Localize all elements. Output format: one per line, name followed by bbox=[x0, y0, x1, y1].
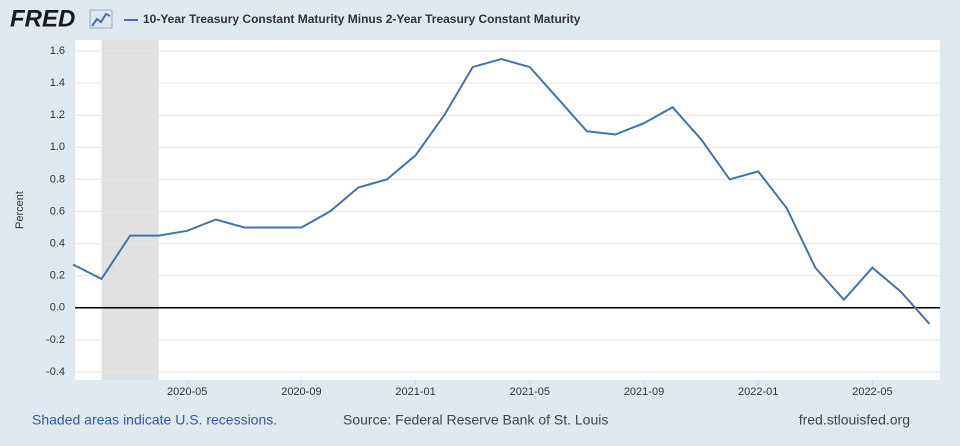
footer-site[interactable]: fred.stlouisfed.org bbox=[799, 412, 910, 428]
y-tick-label: -0.2 bbox=[46, 334, 65, 346]
x-tick-label: 2020-09 bbox=[281, 386, 321, 398]
logo-icon bbox=[89, 9, 113, 29]
series-line bbox=[72, 57, 931, 325]
x-tick-label: 2021-09 bbox=[624, 386, 664, 398]
plot-area bbox=[75, 40, 940, 380]
y-tick-label: 0.8 bbox=[50, 173, 65, 185]
y-axis-label: Percent bbox=[14, 191, 26, 229]
x-tick-label: 2021-05 bbox=[510, 386, 550, 398]
y-tick-label: 1.4 bbox=[50, 77, 65, 89]
y-tick-label: 1.2 bbox=[50, 109, 65, 121]
x-tick-label: 2022-05 bbox=[852, 386, 892, 398]
y-tick-label: 0.2 bbox=[50, 270, 65, 282]
recession-shade bbox=[101, 40, 159, 380]
y-tick-label: 0.0 bbox=[50, 302, 65, 314]
y-tick-label: 0.6 bbox=[50, 205, 65, 217]
x-tick-label: 2021-01 bbox=[395, 386, 435, 398]
y-tick-label: 1.0 bbox=[50, 141, 65, 153]
footer-source: Source: Federal Reserve Bank of St. Loui… bbox=[343, 412, 608, 428]
y-tick-label: -0.4 bbox=[46, 366, 65, 378]
x-tick-label: 2020-05 bbox=[167, 386, 207, 398]
logo: FRED bbox=[10, 5, 75, 32]
legend-label: 10-Year Treasury Constant Maturity Minus… bbox=[143, 12, 581, 26]
x-tick-label: 2022-01 bbox=[738, 386, 778, 398]
y-tick-label: 0.4 bbox=[50, 238, 65, 250]
y-tick-label: 1.6 bbox=[50, 45, 65, 57]
footer-note[interactable]: Shaded areas indicate U.S. recessions. bbox=[32, 412, 277, 428]
